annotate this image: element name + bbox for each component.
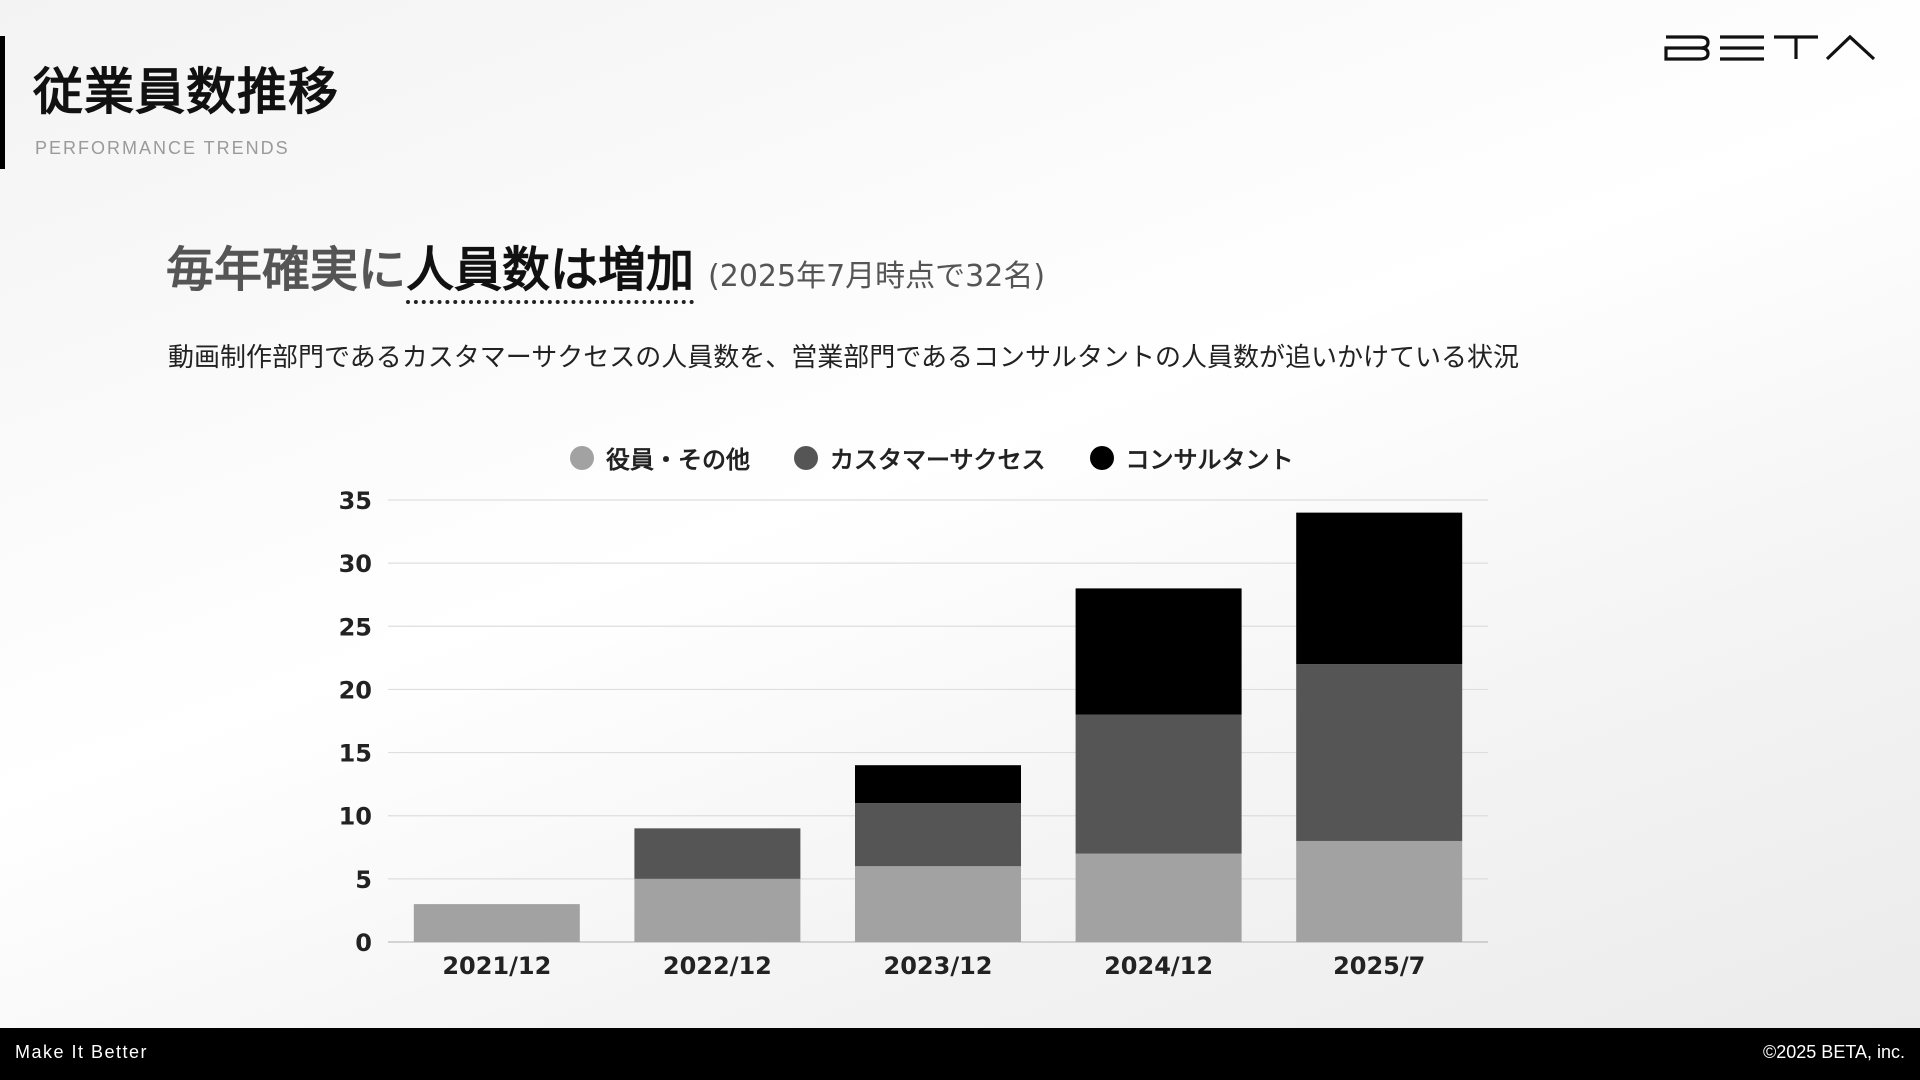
page-subtitle: PERFORMANCE TRENDS: [35, 138, 290, 158]
y-tick-label: 15: [339, 740, 372, 768]
legend-swatch: [794, 445, 818, 470]
legend-item: カスタマーサクセス: [794, 440, 1046, 475]
y-tick-label: 35: [339, 487, 372, 515]
headline-emphasis: 人員数は増加: [406, 242, 695, 304]
legend-label: コンサルタント: [1125, 446, 1294, 474]
footer-tagline: Make It Better: [15, 1042, 149, 1062]
legend-label: カスタマーサクセス: [830, 446, 1046, 474]
bar-segment: [855, 803, 1021, 867]
footer: Make It Better ©2025 BETA, inc.: [0, 1028, 1920, 1080]
bar-segment: [1296, 664, 1463, 841]
bar-segment: [1075, 853, 1242, 942]
legend-item: 役員・その他: [570, 440, 750, 475]
bar-segment: [634, 878, 801, 942]
y-tick-label: 25: [339, 613, 372, 641]
y-tick-label: 20: [339, 676, 372, 704]
bar-segment: [1075, 588, 1242, 715]
x-tick-label: 2024/12: [1104, 952, 1213, 980]
description: 動画制作部門であるカスタマーサクセスの人員数を、営業部門であるコンサルタントの人…: [168, 343, 1519, 373]
bar-segment: [855, 765, 1021, 804]
headline: 毎年確実に人員数は増加 (2025年7月時点で32名): [166, 230, 1046, 304]
title-accent-bar: [0, 36, 5, 169]
beta-logo-mark: [1664, 34, 1876, 61]
bar-segment: [1075, 714, 1242, 854]
legend-item: コンサルタント: [1089, 440, 1294, 475]
headline-lead: 毎年確実に: [166, 242, 407, 298]
headline-note: (2025年7月時点で32名): [708, 259, 1046, 294]
x-tick-label: 2023/12: [884, 952, 993, 980]
bar-segment: [413, 904, 580, 942]
bar-segment: [1296, 840, 1463, 942]
beta-logo: [1664, 34, 1878, 66]
x-tick-label: 2022/12: [663, 952, 772, 980]
y-tick-label: 5: [355, 866, 372, 894]
bar-segment: [855, 866, 1021, 942]
x-tick-label: 2025/7: [1333, 952, 1425, 980]
footer-copyright: ©2025 BETA, inc.: [1763, 1042, 1905, 1062]
bar-segment: [634, 828, 801, 879]
x-tick-label: 2021/12: [442, 952, 551, 980]
legend-swatch: [1089, 445, 1114, 470]
stacked-bar-chart: 0 5 10 15 20 25 30 35 2021/12 2022/12 2023/12 2024/…: [339, 487, 1488, 980]
y-tick-label: 0: [355, 929, 372, 957]
page-title: 従業員数推移: [33, 63, 339, 121]
chart-legend: 役員・その他 カスタマーサクセス コンサルタント: [570, 440, 1338, 475]
bar-segment: [1296, 512, 1463, 665]
y-tick-label: 10: [339, 803, 372, 831]
y-tick-label: 30: [339, 550, 372, 578]
legend-swatch: [570, 445, 594, 470]
legend-label: 役員・その他: [606, 446, 750, 474]
